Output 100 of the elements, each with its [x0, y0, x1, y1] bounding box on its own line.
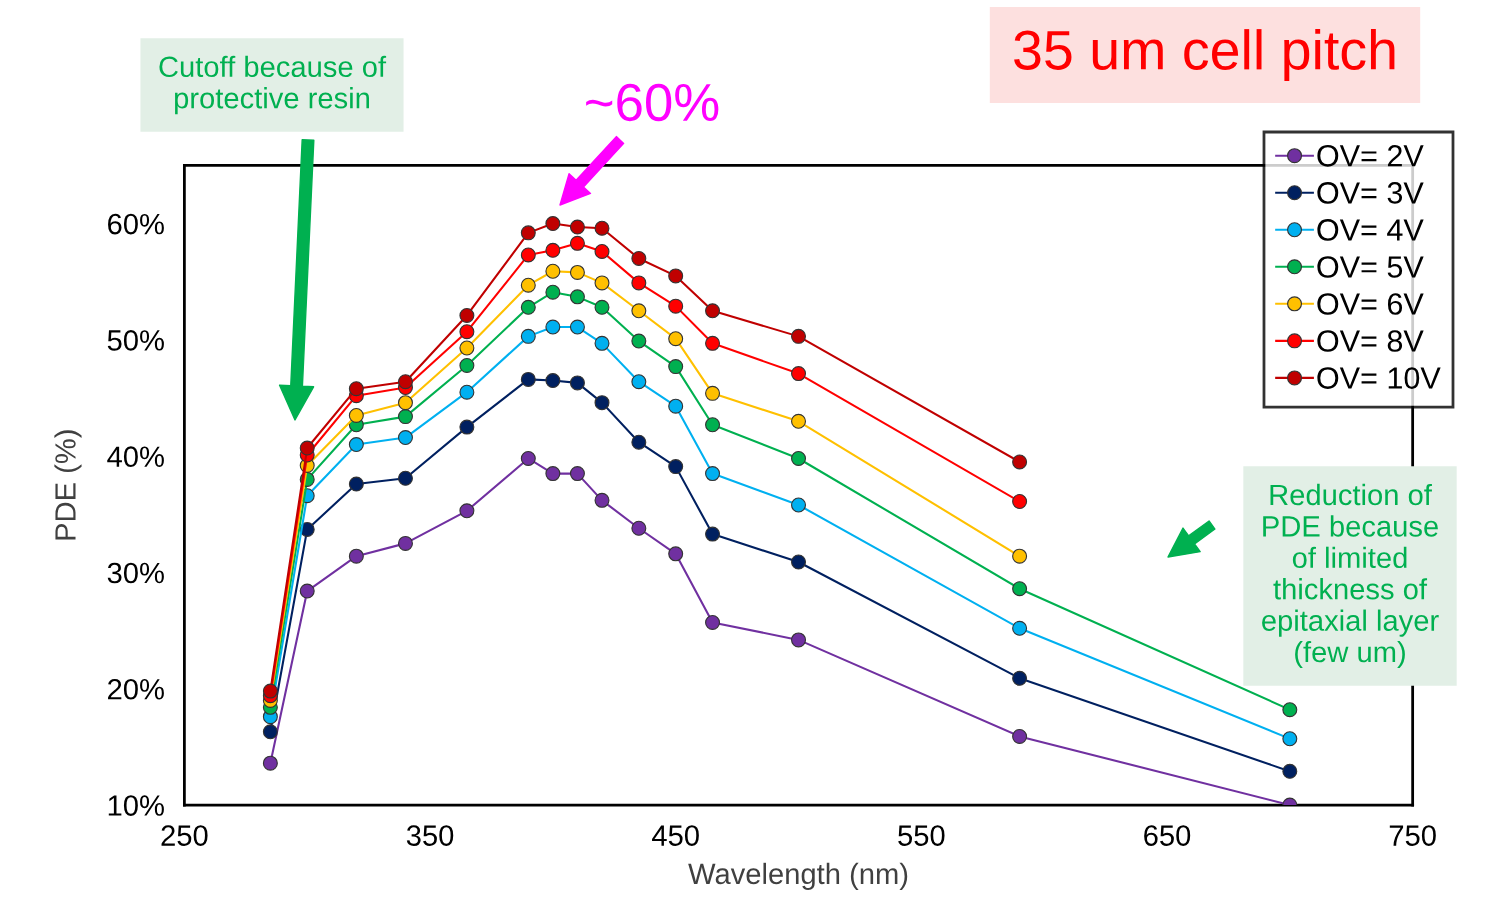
point [397, 470, 413, 486]
point [668, 268, 684, 284]
point [1012, 548, 1028, 564]
point [545, 216, 561, 232]
point [1012, 494, 1028, 510]
point [668, 459, 684, 475]
point [459, 357, 475, 373]
point [397, 374, 413, 390]
point [545, 242, 561, 258]
text: ~60% [586, 83, 719, 122]
x-tick-label: 450 [652, 825, 699, 846]
text: Cutoff because of protective resin [159, 55, 387, 115]
point [1282, 763, 1298, 779]
point [348, 407, 364, 423]
point [262, 724, 278, 740]
point [1012, 728, 1028, 744]
legend-label: OV= 6V [1317, 293, 1424, 315]
x-tick-label: 650 [1144, 825, 1191, 846]
x-tick-label: 350 [406, 825, 454, 846]
point [668, 546, 684, 562]
point [594, 395, 610, 411]
point [545, 466, 561, 482]
point [594, 220, 610, 236]
point [631, 374, 647, 390]
point [520, 450, 536, 466]
y-tick-label: 60% [108, 213, 164, 235]
y-tick-label: 50% [107, 330, 164, 351]
point [545, 263, 561, 279]
point [631, 250, 647, 266]
point [631, 434, 647, 450]
point [594, 299, 610, 315]
point [348, 476, 364, 492]
point [299, 583, 315, 599]
point [1012, 670, 1028, 686]
point [631, 275, 647, 291]
point [520, 225, 536, 241]
point [520, 247, 536, 263]
point [348, 437, 364, 453]
point [791, 632, 807, 648]
point [569, 235, 585, 251]
point [1012, 620, 1028, 636]
point [1282, 702, 1298, 718]
point [569, 466, 585, 482]
legend-label: OV= 8V [1317, 330, 1424, 352]
point [520, 328, 536, 344]
point [1012, 581, 1028, 597]
point [791, 554, 807, 570]
point [705, 466, 721, 482]
x-tick-label: 550 [898, 825, 945, 846]
point [459, 324, 475, 340]
legend-label: OV= 5V [1317, 256, 1424, 278]
y-tick-label: 20% [108, 678, 164, 700]
y-tick-label: 30% [107, 562, 164, 584]
point [594, 243, 610, 259]
point [459, 419, 475, 435]
point [668, 359, 684, 375]
point [569, 289, 585, 305]
point [397, 395, 413, 411]
point [397, 409, 413, 425]
point [705, 526, 721, 542]
point [705, 335, 721, 351]
point [520, 371, 536, 387]
point [631, 303, 647, 319]
y-tick-label: 10% [108, 795, 164, 816]
point [520, 277, 536, 293]
point [791, 497, 807, 513]
point [791, 450, 807, 466]
legend-label: OV= 3V [1317, 182, 1424, 204]
point [520, 299, 536, 315]
point [569, 319, 585, 335]
point [545, 373, 561, 389]
point [1012, 454, 1028, 470]
x-tick-label: 750 [1389, 825, 1436, 846]
point [262, 755, 278, 771]
x-axis-title: Wavelength (nm) [688, 862, 908, 890]
legend-label: OV= 2V [1317, 145, 1424, 167]
point [791, 413, 807, 429]
point [705, 614, 721, 630]
point [459, 307, 475, 323]
point [791, 328, 807, 344]
point [705, 385, 721, 401]
point [397, 535, 413, 551]
point [668, 298, 684, 314]
point [459, 340, 475, 356]
point [569, 219, 585, 235]
point [348, 381, 364, 397]
chart-title: 35 um cell pitch [1014, 29, 1395, 81]
point [668, 331, 684, 347]
point [545, 319, 561, 335]
point [705, 417, 721, 433]
point [397, 430, 413, 446]
legend-label: OV= 10V [1317, 367, 1441, 389]
point [631, 333, 647, 349]
x-tick-label: 250 [161, 825, 208, 846]
point [705, 303, 721, 319]
point [791, 366, 807, 382]
point [348, 548, 364, 564]
point [459, 384, 475, 400]
annotation: Reduction of PDE because of limited thickness of epitaxial layer (few um) [1262, 483, 1439, 669]
legend-label: OV= 4V [1317, 219, 1424, 241]
